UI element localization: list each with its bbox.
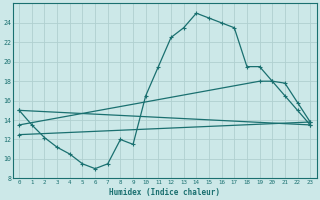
X-axis label: Humidex (Indice chaleur): Humidex (Indice chaleur) <box>109 188 220 197</box>
